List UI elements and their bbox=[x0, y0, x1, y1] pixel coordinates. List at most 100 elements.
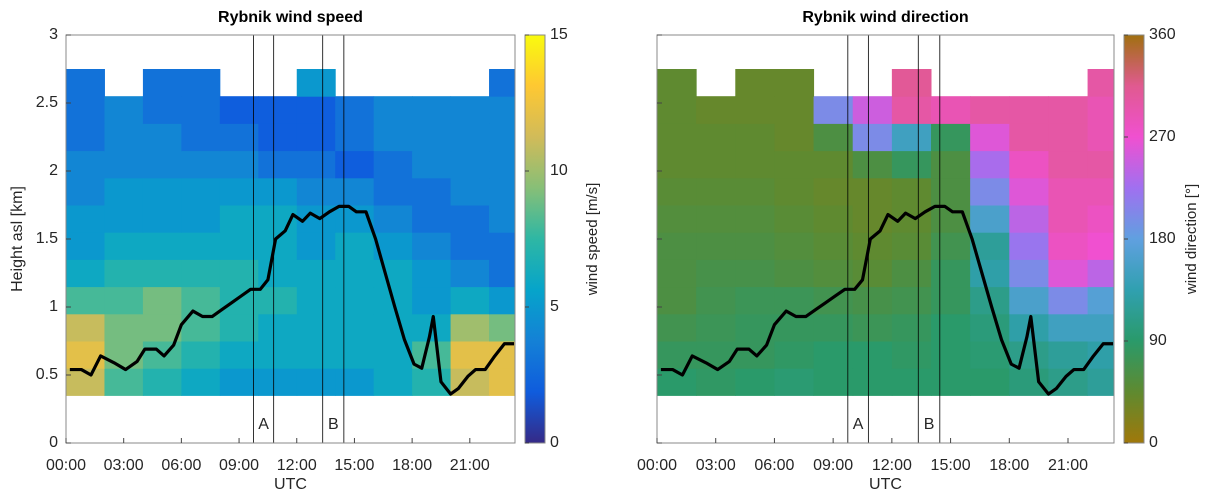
heat-cell bbox=[891, 150, 932, 179]
marker-label: A bbox=[853, 416, 864, 433]
heat-cell bbox=[1048, 259, 1089, 288]
heat-cell bbox=[1048, 96, 1089, 124]
heat-cell bbox=[142, 286, 182, 315]
heat-cell bbox=[296, 232, 336, 260]
heat-cell bbox=[450, 259, 490, 288]
heat-cell bbox=[735, 123, 775, 152]
heat-cell bbox=[970, 259, 1010, 288]
heat-cell bbox=[657, 96, 697, 124]
heat-cell bbox=[735, 368, 775, 396]
heat-cell bbox=[774, 69, 815, 97]
heat-cell bbox=[774, 96, 815, 124]
heat-cell bbox=[489, 232, 515, 260]
heat-cell bbox=[696, 286, 736, 315]
heat-cell bbox=[412, 205, 452, 233]
heat-cell bbox=[104, 123, 144, 152]
heat-cell bbox=[852, 368, 893, 396]
heat-cell bbox=[891, 341, 932, 369]
heat-cell bbox=[373, 96, 413, 124]
heat-cell bbox=[891, 177, 932, 206]
heat-cell bbox=[335, 313, 375, 342]
heat-cell bbox=[104, 150, 144, 179]
x-tick-label: 21:00 bbox=[450, 457, 490, 474]
heat-cell bbox=[931, 232, 971, 260]
heat-cell bbox=[1048, 286, 1089, 315]
heat-cell bbox=[489, 368, 515, 396]
boundary-layer-line bbox=[660, 204, 1114, 396]
chart-title: Rybnik wind speed bbox=[218, 9, 363, 26]
heat-cell bbox=[296, 123, 336, 152]
heat-cell bbox=[657, 232, 697, 260]
heat-cell bbox=[104, 232, 144, 260]
heat-cell bbox=[219, 232, 259, 260]
heat-cell bbox=[450, 341, 490, 369]
heat-cell bbox=[335, 368, 375, 396]
heat-cell bbox=[813, 313, 854, 342]
y-tick-label: 0 bbox=[49, 434, 58, 451]
heat-cell bbox=[696, 123, 736, 152]
heat-cell bbox=[735, 69, 775, 97]
heat-cell bbox=[657, 205, 697, 233]
heat-cell bbox=[931, 177, 971, 206]
x-tick-label: 18:00 bbox=[989, 457, 1029, 474]
heat-cell bbox=[813, 150, 854, 179]
heat-cell bbox=[489, 259, 515, 288]
heat-cell bbox=[931, 286, 971, 315]
heat-cell bbox=[774, 123, 815, 152]
heat-cell bbox=[104, 259, 144, 288]
heat-cell bbox=[142, 69, 182, 97]
heat-cell bbox=[813, 286, 854, 315]
heat-cell bbox=[1048, 150, 1089, 179]
heat-cell bbox=[1048, 313, 1089, 342]
heat-cell bbox=[66, 150, 105, 179]
heat-cell bbox=[696, 96, 736, 124]
x-tick-label: 03:00 bbox=[104, 457, 144, 474]
heat-cell bbox=[181, 177, 221, 206]
heat-cell bbox=[412, 368, 452, 396]
x-tick-label: 18:00 bbox=[392, 457, 432, 474]
heat-cell bbox=[696, 313, 736, 342]
heat-cell bbox=[258, 286, 298, 315]
heat-cell bbox=[1009, 96, 1049, 124]
colorbar-tick-label: 180 bbox=[1149, 230, 1176, 247]
x-tick-label: 09:00 bbox=[813, 457, 853, 474]
heat-cell bbox=[258, 123, 298, 152]
heat-cell bbox=[335, 259, 375, 288]
heat-cell bbox=[412, 232, 452, 260]
heat-cell bbox=[104, 286, 144, 315]
colorbar-label: wind direction [°] bbox=[1183, 184, 1200, 295]
heat-cell bbox=[774, 286, 815, 315]
heat-cell bbox=[373, 313, 413, 342]
heat-cell bbox=[450, 123, 490, 152]
heat-cell bbox=[66, 69, 105, 97]
heat-cell bbox=[66, 313, 105, 342]
heat-cell bbox=[891, 313, 932, 342]
heat-cell bbox=[104, 368, 144, 396]
x-tick-label: 00:00 bbox=[637, 457, 677, 474]
heat-cell bbox=[891, 205, 932, 233]
heat-cell bbox=[335, 177, 375, 206]
heat-cell bbox=[852, 341, 893, 369]
heat-cell bbox=[813, 232, 854, 260]
heat-cell bbox=[296, 205, 336, 233]
heat-cell bbox=[335, 96, 375, 124]
heat-cell bbox=[696, 259, 736, 288]
heat-cell bbox=[970, 150, 1010, 179]
heat-cell bbox=[219, 341, 259, 369]
heat-cell bbox=[657, 123, 697, 152]
heat-cell bbox=[373, 177, 413, 206]
heat-cell bbox=[373, 368, 413, 396]
heat-cell bbox=[373, 259, 413, 288]
heat-cell bbox=[412, 96, 452, 124]
x-tick-label: 09:00 bbox=[219, 457, 259, 474]
heat-cell bbox=[66, 205, 105, 233]
heat-cell bbox=[657, 177, 697, 206]
heat-cell bbox=[1087, 123, 1114, 152]
heat-cell bbox=[219, 205, 259, 233]
heat-cell bbox=[696, 177, 736, 206]
heat-cell bbox=[181, 96, 221, 124]
heat-cell bbox=[1009, 150, 1049, 179]
heat-cell bbox=[657, 286, 697, 315]
heat-cell bbox=[219, 177, 259, 206]
